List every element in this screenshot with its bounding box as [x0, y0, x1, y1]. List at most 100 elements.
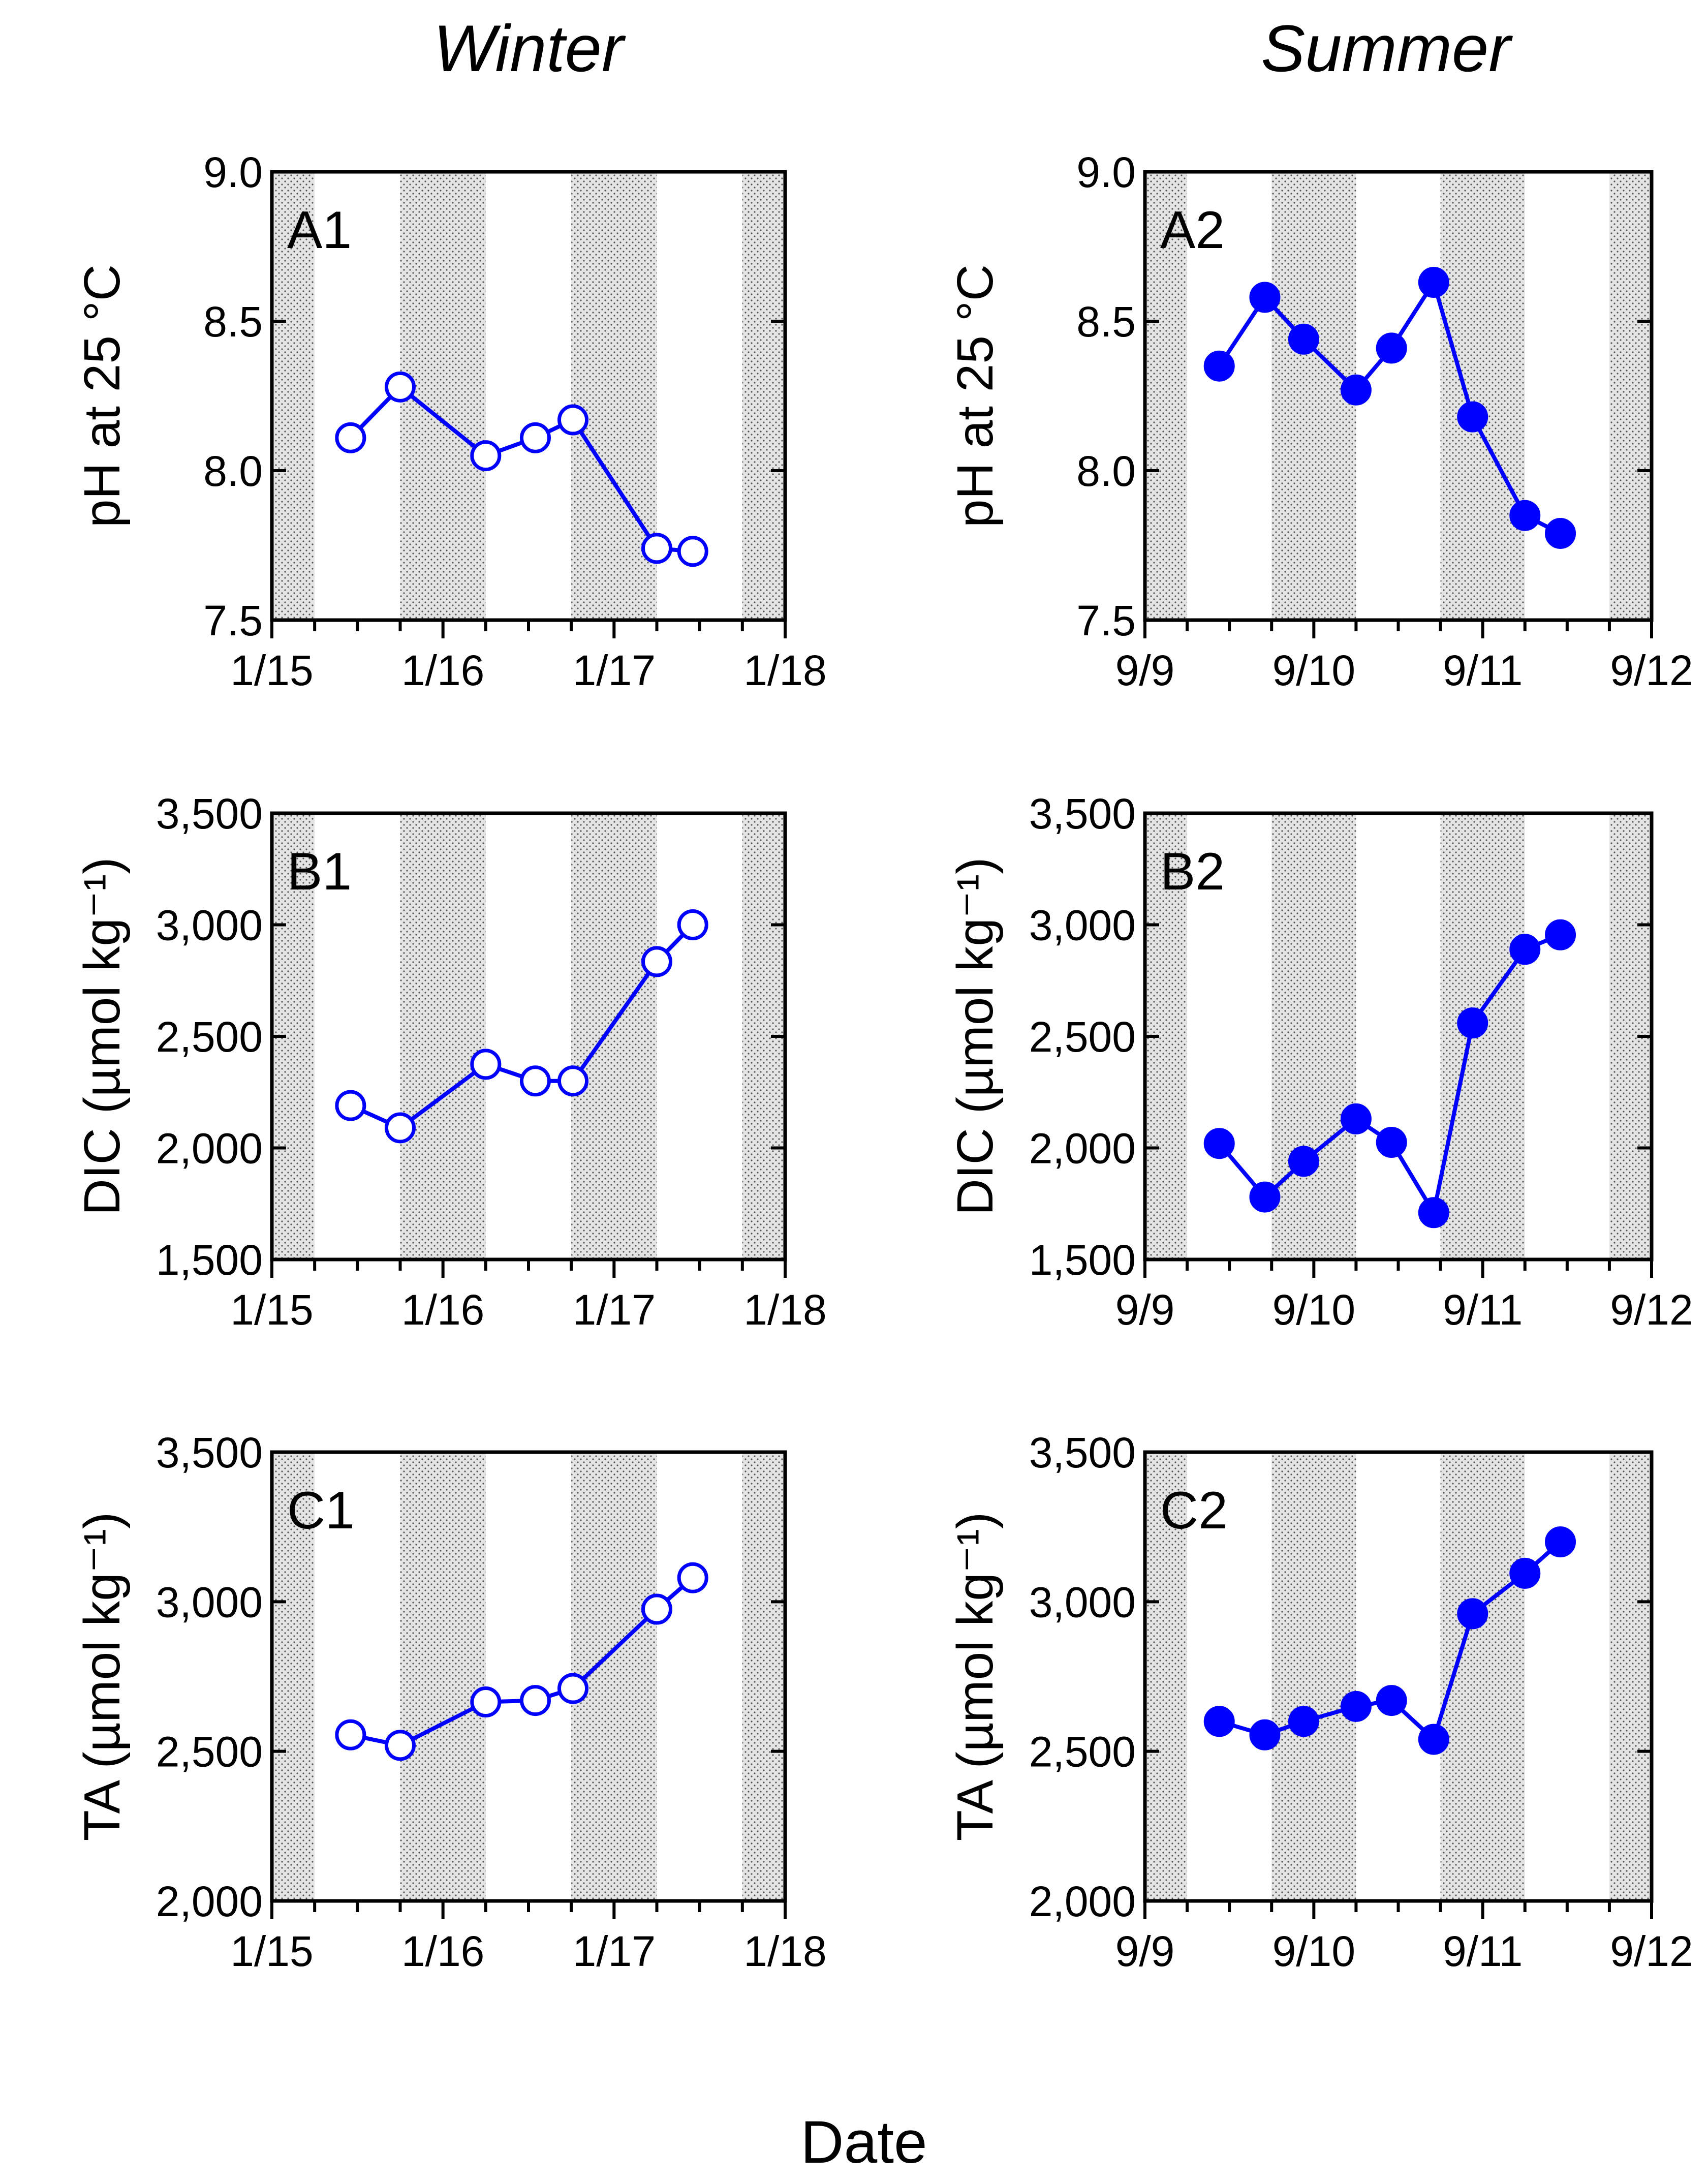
panel-a1: 7.5 8.0 8.5 9.0 1/15 1/16 1/17 1/18 pH at 25 °C A…	[74, 148, 827, 694]
data-point-b2-2	[1288, 1146, 1319, 1177]
x-tick-label-a1-0: 1/15	[230, 647, 314, 694]
night-band-c1-3	[742, 1452, 785, 1901]
y-tick-label-b1-2: 2,500	[156, 1013, 263, 1061]
data-point-a2-5	[1418, 267, 1449, 298]
data-point-c2-0	[1203, 1706, 1235, 1737]
data-point-c2-3	[1340, 1691, 1372, 1722]
y-axis-label-b2: DIC (µmol kg⁻¹)	[947, 857, 1004, 1216]
data-point-a2-7	[1509, 500, 1541, 531]
data-point-c2-5	[1418, 1724, 1449, 1755]
night-band-c2-0	[1145, 1452, 1188, 1901]
data-point-a1-5	[641, 533, 672, 564]
x-tick-label-b1-2: 1/17	[573, 1286, 656, 1334]
panel-label-c1: C1	[287, 1481, 355, 1540]
y-tick-label-b2-1: 2,000	[1029, 1125, 1136, 1173]
x-tick-label-b2-0: 9/9	[1115, 1286, 1175, 1334]
data-point-a2-3	[1340, 374, 1372, 406]
panel-label-b1: B1	[287, 842, 352, 901]
y-tick-label-c1-3: 3,500	[156, 1429, 263, 1477]
y-axis-label-b1: DIC (µmol kg⁻¹)	[74, 857, 131, 1216]
night-band-a1-0	[272, 172, 315, 620]
y-tick-label-b1-0: 1,500	[156, 1236, 263, 1284]
x-tick-label-c1-0: 1/15	[230, 1927, 314, 1975]
data-point-c1-3	[519, 1685, 551, 1716]
data-point-a2-8	[1545, 517, 1576, 549]
data-point-a1-3	[519, 422, 551, 453]
data-point-b2-7	[1509, 934, 1541, 965]
y-axis-label-a1: pH at 25 °C	[74, 264, 131, 528]
y-tick-label-c2-0: 2,000	[1029, 1878, 1136, 1925]
panel-a2: 7.5 8.0 8.5 9.0 9/9 9/10 9/11 9/12 pH at 25 °C A2	[947, 148, 1693, 694]
y-tick-label-a1-1: 8.0	[203, 447, 263, 495]
data-point-a2-6	[1457, 401, 1488, 433]
y-tick-label-c1-1: 2,500	[156, 1728, 263, 1776]
x-tick-label-b2-2: 9/11	[1443, 1286, 1523, 1334]
night-band-b2-1	[1271, 813, 1356, 1259]
column-title-winter: Winter	[433, 11, 626, 85]
data-point-a1-4	[557, 404, 589, 436]
y-tick-label-b2-4: 3,500	[1029, 790, 1136, 838]
y-axis-label-a2: pH at 25 °C	[947, 264, 1004, 528]
y-tick-label-b1-1: 2,000	[156, 1125, 263, 1173]
y-axis-label-c2: TA (µmol kg⁻¹)	[947, 1512, 1004, 1841]
x-tick-label-a2-0: 9/9	[1115, 647, 1175, 694]
data-point-b2-8	[1545, 919, 1576, 950]
data-point-b1-5	[641, 946, 672, 977]
x-tick-label-b1-1: 1/16	[401, 1286, 485, 1334]
night-band-c2-1	[1271, 1452, 1356, 1901]
data-point-b2-5	[1418, 1197, 1449, 1228]
data-point-b1-0	[335, 1090, 366, 1121]
y-tick-label-a2-1: 8.0	[1076, 447, 1136, 495]
y-tick-label-b1-3: 3,000	[156, 902, 263, 949]
data-point-b1-2	[470, 1049, 502, 1080]
data-point-a1-6	[677, 536, 708, 567]
y-tick-label-b1-4: 3,500	[156, 790, 263, 838]
data-point-c2-7	[1509, 1557, 1541, 1589]
panel-label-a1: A1	[287, 201, 352, 260]
x-tick-label-b1-0: 1/15	[230, 1286, 314, 1334]
x-tick-label-b2-3: 9/12	[1610, 1286, 1693, 1334]
y-tick-label-c2-1: 2,500	[1029, 1728, 1136, 1776]
night-band-a2-0	[1145, 172, 1188, 620]
data-point-a1-1	[385, 371, 416, 403]
x-axis-title: Date	[800, 2109, 927, 2176]
night-band-b1-2	[571, 813, 657, 1259]
x-tick-label-a1-2: 1/17	[573, 647, 656, 694]
x-tick-label-a2-2: 9/11	[1443, 647, 1523, 694]
night-band-b2-2	[1440, 813, 1525, 1259]
y-tick-label-a1-0: 7.5	[203, 597, 263, 644]
data-point-c2-2	[1288, 1706, 1319, 1737]
panel-label-a2: A2	[1160, 201, 1225, 260]
data-point-a2-1	[1249, 282, 1281, 313]
y-tick-label-a2-2: 8.5	[1076, 298, 1136, 346]
y-tick-label-b2-2: 2,500	[1029, 1013, 1136, 1061]
panel-b2: 1,500 2,000 2,500 3,000 3,500 9/9 9/10 9/11 9/12…	[947, 790, 1693, 1334]
night-band-c1-0	[272, 1452, 315, 1901]
y-tick-label-a1-2: 8.5	[203, 298, 263, 346]
data-point-b2-3	[1340, 1103, 1372, 1134]
night-band-a1-3	[742, 172, 785, 620]
data-point-b2-0	[1203, 1128, 1235, 1159]
data-point-c2-4	[1376, 1685, 1407, 1716]
y-tick-label-c1-2: 3,000	[156, 1578, 263, 1626]
data-point-c1-6	[677, 1562, 708, 1593]
y-tick-label-c2-3: 3,500	[1029, 1429, 1136, 1477]
panel-c1: 2,000 2,500 3,000 3,500 1/15 1/16 1/17 1/18 TA (…	[74, 1429, 827, 1975]
data-point-a1-0	[335, 422, 366, 453]
data-point-b1-1	[385, 1112, 416, 1144]
panel-label-b2: B2	[1160, 842, 1225, 901]
x-tick-label-c1-2: 1/17	[573, 1927, 656, 1975]
panel-b1: 1,500 2,000 2,500 3,000 3,500 1/15 1/16 1/17 1/1…	[74, 790, 827, 1334]
y-tick-label-b2-0: 1,500	[1029, 1236, 1136, 1284]
night-band-c2-3	[1609, 1452, 1652, 1901]
data-point-c1-5	[641, 1593, 672, 1625]
x-tick-label-a2-3: 9/12	[1610, 647, 1693, 694]
data-point-c1-2	[470, 1686, 502, 1718]
data-point-a2-0	[1203, 350, 1235, 382]
night-band-a2-3	[1609, 172, 1652, 620]
y-tick-label-a2-3: 9.0	[1076, 148, 1136, 196]
x-tick-label-b1-3: 1/18	[743, 1286, 827, 1334]
x-tick-label-c2-2: 9/11	[1443, 1927, 1523, 1975]
data-point-b1-6	[677, 909, 708, 940]
x-tick-label-b2-1: 9/10	[1272, 1286, 1356, 1334]
